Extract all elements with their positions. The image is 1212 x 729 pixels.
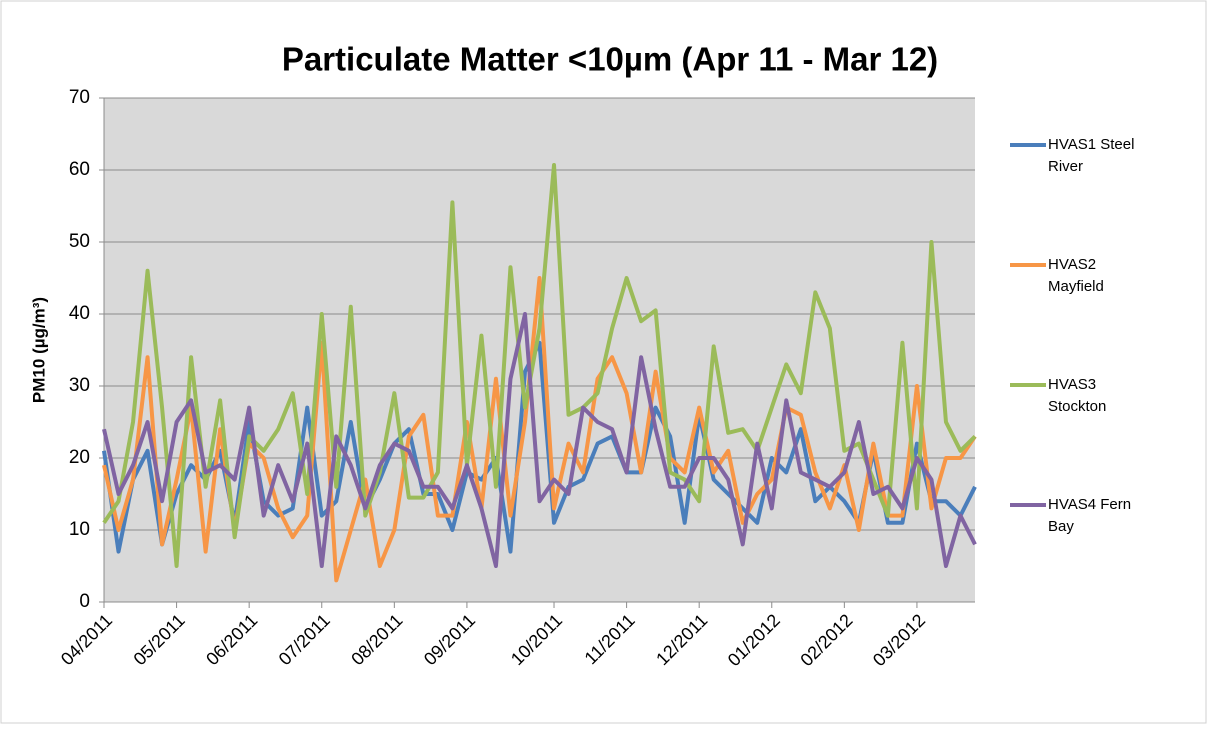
y-tick-label: 10 [69,519,90,540]
series-line [102,312,977,568]
y-tick-label: 60 [69,159,90,180]
y-tick-label: 0 [79,591,90,612]
legend-label: HVAS4 Fern Bay [1048,496,1132,535]
legend-label: HVAS2 Mayfield [1048,256,1104,295]
y-tick-label: 30 [69,375,90,396]
y-tick-label: 70 [69,87,90,108]
y-tick-label: 50 [69,231,90,252]
legend-label: HVAS3 Stockton [1048,376,1107,415]
chart-title: Particulate Matter <10µm (Apr 11 - Mar 1… [282,41,938,78]
y-tick-label: 40 [69,303,90,324]
legend-label: HVAS1 Steel River [1048,136,1135,175]
y-axis-label: PM10 (µg/m³) [29,297,48,403]
series-line [102,162,977,568]
y-tick-label: 20 [69,447,90,468]
